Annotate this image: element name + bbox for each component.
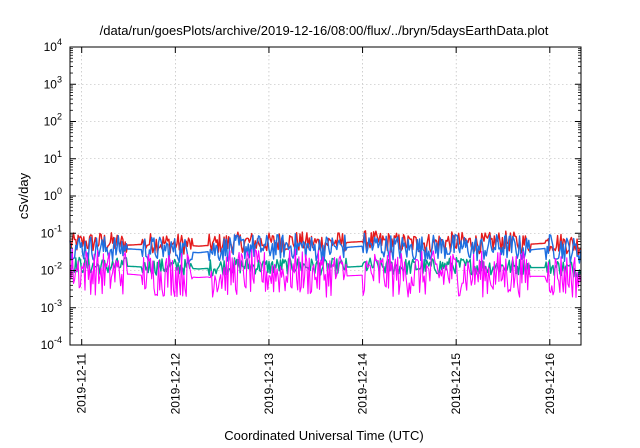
x-tick-label: 2019-12-15 [449,353,463,415]
chart-title: /data/run/goesPlots/archive/2019-12-16/0… [100,23,549,38]
x-axis: 2019-12-11 2019-12-12 2019-12-13 2019-12-14… [75,47,557,414]
y-axis-label: cSv/day [16,172,31,219]
y-tick-label: 102 [44,112,62,129]
x-tick-label: 2019-12-11 [75,353,89,414]
y-tick-exponent: 4 [57,37,62,47]
y-tick-exponent: -1 [54,223,62,233]
y-tick-label: 10-1 [41,223,62,240]
y-tick-label: 10-3 [41,298,62,315]
y-tick-base: 10 [44,189,58,203]
y-tick-label: 10-2 [41,261,62,278]
y-tick-base: 10 [41,264,55,278]
y-tick-label: 101 [44,149,62,166]
y-tick-exponent: 3 [57,74,62,84]
y-tick-exponent: -2 [54,261,62,271]
grid [70,46,581,346]
x-tick-label: 2019-12-13 [262,353,276,415]
series-line-4 [69,248,582,298]
y-tick-exponent: 2 [57,112,62,122]
y-tick-exponent: -3 [54,298,62,308]
y-tick-base: 10 [44,115,58,129]
y-tick-base: 10 [44,77,58,91]
series-layer [69,230,582,298]
y-tick-label: 104 [44,37,62,54]
y-tick-base: 10 [44,152,58,166]
y-tick-base: 10 [41,338,55,352]
y-tick-exponent: -4 [54,335,62,345]
x-tick-label: 2019-12-14 [356,353,370,415]
y-tick-label: 100 [44,186,62,203]
x-tick-label: 2019-12-16 [543,353,557,415]
series-line-2 [69,256,582,279]
x-axis-label: Coordinated Universal Time (UTC) [224,428,423,443]
y-tick-base: 10 [41,301,55,315]
y-tick-exponent: 0 [57,186,62,196]
series-line-3 [69,232,582,264]
y-tick-exponent: 1 [57,149,62,159]
y-tick-label: 103 [44,74,62,91]
y-tick-label: 10-4 [41,335,62,352]
y-tick-base: 10 [44,40,58,54]
x-tick-label: 2019-12-12 [168,353,182,415]
y-tick-base: 10 [41,226,55,240]
